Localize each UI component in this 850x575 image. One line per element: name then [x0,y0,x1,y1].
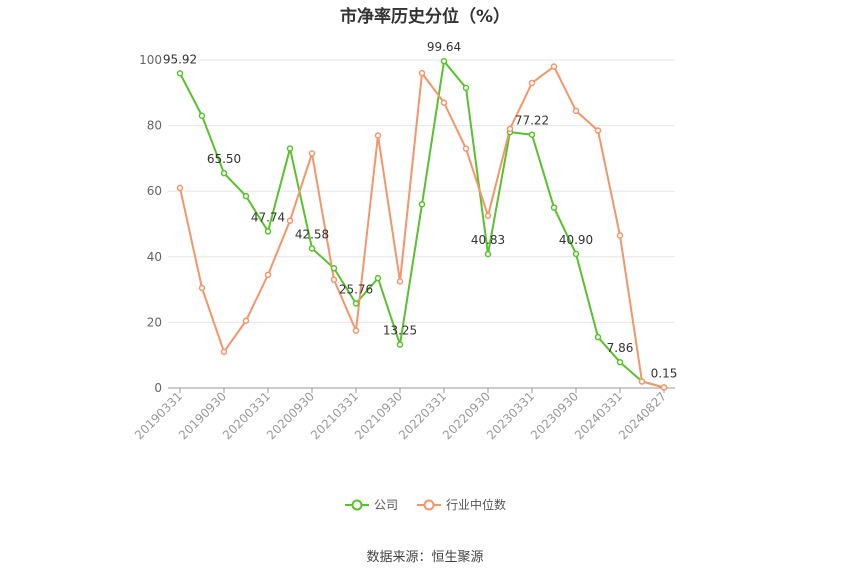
chart-title: 市净率历史分位（%） [339,7,511,27]
data-label: 77.22 [515,114,549,128]
data-point-industry-median [506,125,514,133]
data-point-industry-median [242,317,250,325]
legend-label-industry-median: 行业中位数 [446,498,507,512]
data-point-company [616,358,624,366]
data-point-company [550,204,558,211]
data-label: 65.50 [207,152,241,166]
data-label: 40.83 [471,233,505,247]
data-label: 13.25 [383,324,417,338]
data-label: 25.76 [339,283,373,297]
grid-lines [168,59,675,323]
data-point-company [176,70,184,77]
legend-industry-marker-icon [417,499,441,510]
series-line-industry-median [179,65,665,389]
data-point-industry-median [550,63,558,70]
data-point-company [220,169,228,177]
data-point-industry-median [176,184,184,192]
data-point-industry-median [286,217,294,224]
data-point-company [440,57,448,65]
data-point-industry-median [330,276,338,284]
data-point-company [484,250,492,258]
data-point-industry-median [440,99,448,106]
y-tick-label: 60 [147,184,162,198]
data-point-industry-median [462,145,470,152]
data-label: 95.92 [163,52,197,66]
data-point-company [594,333,602,341]
data-point-industry-median [308,150,316,157]
data-labels: 95.92 65.50 47.74 42.58 25.76 13.25 99.64 40.83… [163,40,678,380]
data-label: 7.86 [607,341,634,355]
series-layer [176,57,668,391]
data-point-company [330,265,338,272]
data-label: 0.15 [651,367,678,381]
data-point-industry-median [660,384,668,391]
y-tick-label: 0 [154,381,162,395]
legend-item-company[interactable]: 公司 [344,496,398,513]
data-point-industry-median [594,127,602,134]
data-point-industry-median [264,271,272,279]
data-point-industry-median [352,327,360,334]
data-label: 99.64 [427,40,461,54]
data-label: 47.74 [251,210,285,224]
data-point-industry-median [528,79,536,87]
data-point-company [572,250,580,258]
legend-company-marker-icon [344,499,369,510]
data-point-industry-median [616,232,624,239]
legend-label-company: 公司 [373,498,398,512]
x-tick-label: 20240827 [616,389,669,442]
data-point-industry-median [374,132,382,139]
legend-item-industry-median[interactable]: 行业中位数 [416,496,506,513]
data-point-company [308,245,316,252]
data-point-company [198,112,206,120]
data-point-industry-median [396,278,404,285]
data-point-company [242,192,250,200]
data-point-company [286,145,294,152]
data-point-company [396,341,404,348]
data-point-company [528,131,536,138]
data-point-industry-median [220,348,228,356]
data-point-company [264,228,272,235]
data-point-industry-median [484,212,492,220]
data-point-industry-median [638,378,646,385]
y-tick-label: 80 [147,119,162,133]
data-source: 数据来源：恒生聚源 [366,550,484,565]
data-point-industry-median [572,107,580,115]
data-point-industry-median [198,284,206,292]
data-point-company [418,201,426,208]
data-point-company [374,274,382,282]
data-point-industry-median [418,69,426,77]
y-tick-label: 20 [147,315,162,329]
y-tick-label: 100 [139,53,162,67]
data-label: 42.58 [295,227,329,241]
data-point-company [462,84,470,92]
data-point-company [352,300,360,307]
legend: 公司 行业中位数 [0,496,850,513]
y-tick-label: 40 [147,250,162,264]
data-label: 40.90 [559,233,593,247]
